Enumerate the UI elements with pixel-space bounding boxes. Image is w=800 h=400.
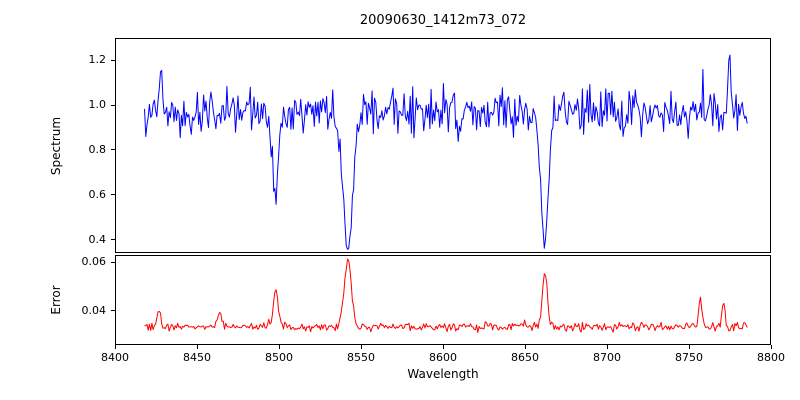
- x-tick-label: 8800: [757, 351, 785, 364]
- error-axes-box: [115, 255, 771, 345]
- x-tick-mark: [688, 345, 690, 349]
- x-tick-label: 8600: [429, 351, 457, 364]
- x-tick-label: 8750: [675, 351, 703, 364]
- chart-title: 20090630_1412m73_072: [359, 13, 527, 28]
- x-tick-mark: [524, 345, 526, 349]
- y-tick-mark: [111, 59, 115, 61]
- x-tick-mark: [770, 345, 772, 349]
- x-tick-mark: [196, 345, 198, 349]
- y-tick-label: 1.2: [88, 53, 107, 67]
- x-tick-mark: [278, 345, 280, 349]
- y-tick-label: 0.04: [81, 303, 107, 317]
- y-tick-label: 0.8: [88, 142, 107, 156]
- y-tick-mark: [111, 261, 115, 263]
- y-tick-mark: [111, 239, 115, 241]
- x-tick-label: 8700: [593, 351, 621, 364]
- spectrum-series-line: [144, 54, 748, 250]
- x-tick-label: 8450: [183, 351, 211, 364]
- y-tick-label: 0.06: [81, 255, 107, 269]
- x-axis-label: Wavelength: [407, 367, 479, 381]
- y-tick-mark: [111, 194, 115, 196]
- spectrum-axes-box: [115, 38, 771, 253]
- x-tick-mark: [114, 345, 116, 349]
- y-tick-mark: [111, 104, 115, 106]
- error-plot-area: [115, 255, 771, 345]
- error-series-line: [144, 258, 748, 333]
- x-tick-label: 8550: [347, 351, 375, 364]
- x-tick-label: 8500: [265, 351, 293, 364]
- x-tick-label: 8650: [511, 351, 539, 364]
- y-tick-label: 0.4: [88, 232, 107, 246]
- y-tick-label: 0.6: [88, 187, 107, 201]
- x-tick-mark: [360, 345, 362, 349]
- x-tick-mark: [442, 345, 444, 349]
- x-tick-label: 8400: [101, 351, 129, 364]
- y-tick-mark: [111, 310, 115, 312]
- x-tick-mark: [606, 345, 608, 349]
- spectrum-plot-area: [115, 38, 771, 253]
- y-tick-mark: [111, 149, 115, 151]
- y-tick-label: 1.0: [88, 98, 107, 112]
